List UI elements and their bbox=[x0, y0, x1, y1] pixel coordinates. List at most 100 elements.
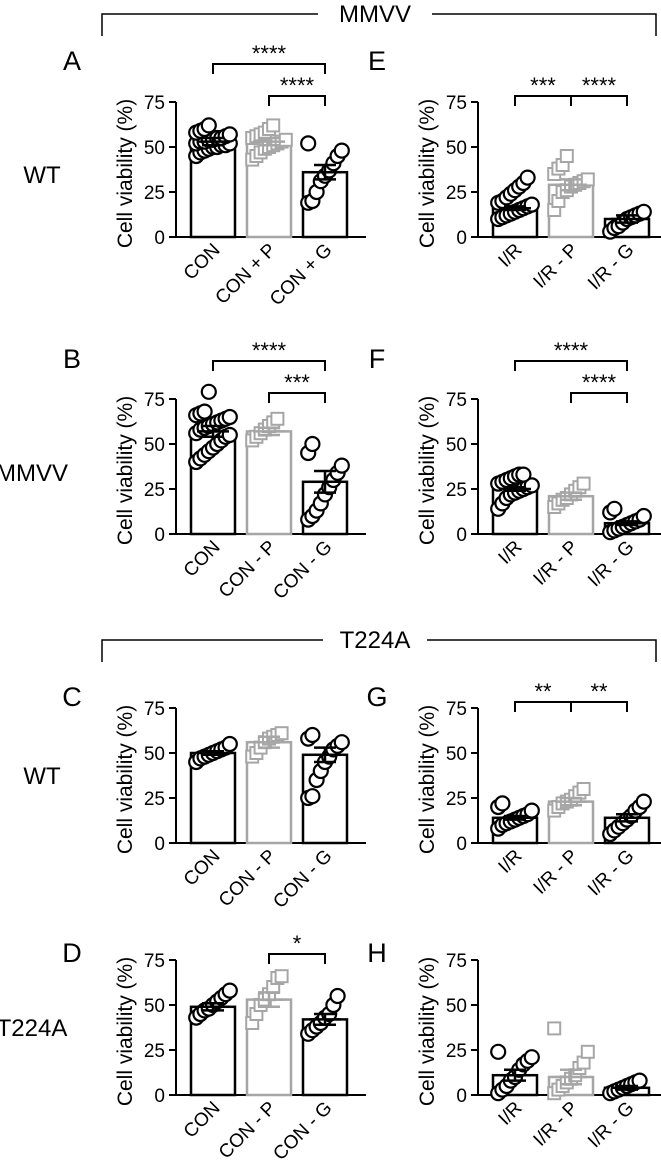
data-point bbox=[580, 1044, 595, 1059]
data-point bbox=[274, 969, 289, 984]
data-point bbox=[329, 987, 346, 1005]
x-category-label: I/R - G bbox=[584, 240, 638, 294]
y-tick-label: 50 bbox=[144, 744, 165, 765]
y-tick-label: 25 bbox=[446, 789, 467, 810]
y-axis-label: Cell viability (%) bbox=[114, 705, 137, 854]
group-header-bracket bbox=[101, 639, 657, 662]
significance-bracket bbox=[570, 392, 628, 403]
row-label-wt: WT bbox=[23, 763, 61, 790]
y-tick-label: 75 bbox=[446, 390, 467, 411]
x-category-label: CON - P bbox=[215, 1098, 281, 1164]
row-label-wt: WT bbox=[23, 162, 61, 189]
y-tick-label: 75 bbox=[144, 951, 165, 972]
significance-label: *** bbox=[530, 73, 556, 98]
y-tick-label: 75 bbox=[144, 699, 165, 720]
x-category-label: CON - G bbox=[269, 846, 336, 913]
data-point bbox=[221, 426, 238, 444]
data-point bbox=[523, 802, 540, 819]
significance-label: **** bbox=[582, 73, 617, 98]
y-tick-label: 25 bbox=[144, 1041, 165, 1062]
x-category-label: I/R - G bbox=[584, 537, 638, 591]
panel-letter: A bbox=[63, 46, 81, 76]
panel-letter: H bbox=[367, 938, 387, 968]
significance-bracket bbox=[514, 360, 628, 371]
data-point bbox=[266, 118, 281, 133]
significance-bracket bbox=[212, 360, 326, 371]
x-category-label: CON bbox=[180, 537, 225, 582]
panel-letter: C bbox=[62, 682, 82, 712]
y-tick-label: 25 bbox=[446, 1041, 467, 1062]
y-axis-label: Cell viability (%) bbox=[114, 396, 137, 545]
significance-label: * bbox=[293, 931, 302, 956]
data-point bbox=[196, 403, 213, 420]
significance-label: **** bbox=[554, 338, 589, 363]
y-tick-label: 0 bbox=[456, 834, 467, 855]
data-point bbox=[490, 1043, 507, 1060]
y-tick-label: 0 bbox=[154, 525, 165, 546]
data-point bbox=[221, 408, 238, 426]
row-label-t224a: T224A bbox=[0, 1015, 67, 1042]
group-header-t224a: T224A bbox=[101, 627, 657, 662]
y-tick-label: 25 bbox=[446, 183, 467, 204]
y-tick-label: 0 bbox=[456, 1086, 467, 1107]
x-category-label: CON - P bbox=[215, 537, 281, 603]
x-category-label: I/R - P bbox=[530, 537, 583, 590]
chart-panel-e: E 0 25 50 75 Cell viability (%) I/R I/R - P I/R … bbox=[368, 46, 661, 294]
y-axis-label: Cell viability (%) bbox=[416, 957, 439, 1106]
data-point bbox=[635, 203, 652, 220]
group-header-title: T224A bbox=[340, 627, 411, 654]
significance-bracket bbox=[570, 95, 628, 106]
panel-letter: E bbox=[368, 46, 386, 76]
data-point bbox=[200, 117, 217, 134]
significance-label: **** bbox=[582, 370, 617, 395]
panel-letter: G bbox=[366, 682, 387, 712]
data-point bbox=[221, 982, 238, 999]
chart-panel-g: G 0 25 50 75 Cell viability (%) I/R I/R - P I/R … bbox=[366, 679, 661, 900]
chart-panel-h: H 0 25 50 75 Cell viability (%) I/R I/R - P I/R … bbox=[367, 938, 661, 1152]
significance-label: ** bbox=[590, 679, 608, 704]
y-tick-label: 0 bbox=[456, 525, 467, 546]
y-tick-label: 50 bbox=[144, 996, 165, 1017]
y-tick-label: 25 bbox=[446, 480, 467, 501]
y-tick-label: 0 bbox=[154, 834, 165, 855]
data-point bbox=[547, 1021, 562, 1036]
x-category-label: I/R - G bbox=[584, 846, 638, 900]
data-point bbox=[270, 411, 285, 426]
x-category-label: I/R bbox=[495, 1098, 527, 1130]
y-tick-label: 75 bbox=[144, 93, 165, 114]
data-point bbox=[333, 734, 350, 751]
y-tick-label: 0 bbox=[154, 1086, 165, 1107]
data-point bbox=[635, 793, 652, 810]
data-point bbox=[576, 782, 591, 796]
y-tick-label: 25 bbox=[144, 183, 165, 204]
data-point bbox=[221, 126, 238, 143]
significance-label: ** bbox=[534, 679, 552, 704]
panel-letter: F bbox=[369, 344, 386, 374]
significance-label: **** bbox=[252, 41, 287, 66]
x-category-label: I/R - P bbox=[530, 1098, 583, 1151]
x-category-label: I/R bbox=[495, 537, 527, 569]
significance-label: *** bbox=[284, 370, 310, 395]
group-header-mmvv: MMVV bbox=[101, 1, 657, 36]
y-tick-label: 50 bbox=[446, 138, 467, 159]
y-tick-label: 25 bbox=[144, 480, 165, 501]
y-axis-label: Cell viability (%) bbox=[114, 957, 137, 1106]
data-point bbox=[559, 149, 574, 163]
y-tick-label: 25 bbox=[144, 789, 165, 810]
y-tick-label: 0 bbox=[154, 228, 165, 249]
y-tick-label: 75 bbox=[446, 93, 467, 114]
x-category-label: CON - G bbox=[269, 1098, 336, 1165]
x-category-label: CON - G bbox=[269, 537, 336, 604]
y-tick-label: 50 bbox=[446, 435, 467, 456]
data-point bbox=[606, 500, 623, 517]
data-point bbox=[221, 735, 238, 753]
x-category-label: I/R bbox=[495, 846, 527, 878]
significance-bracket bbox=[268, 392, 326, 403]
data-point bbox=[635, 507, 652, 525]
x-category-label: I/R - P bbox=[530, 240, 583, 293]
data-point bbox=[200, 383, 217, 400]
